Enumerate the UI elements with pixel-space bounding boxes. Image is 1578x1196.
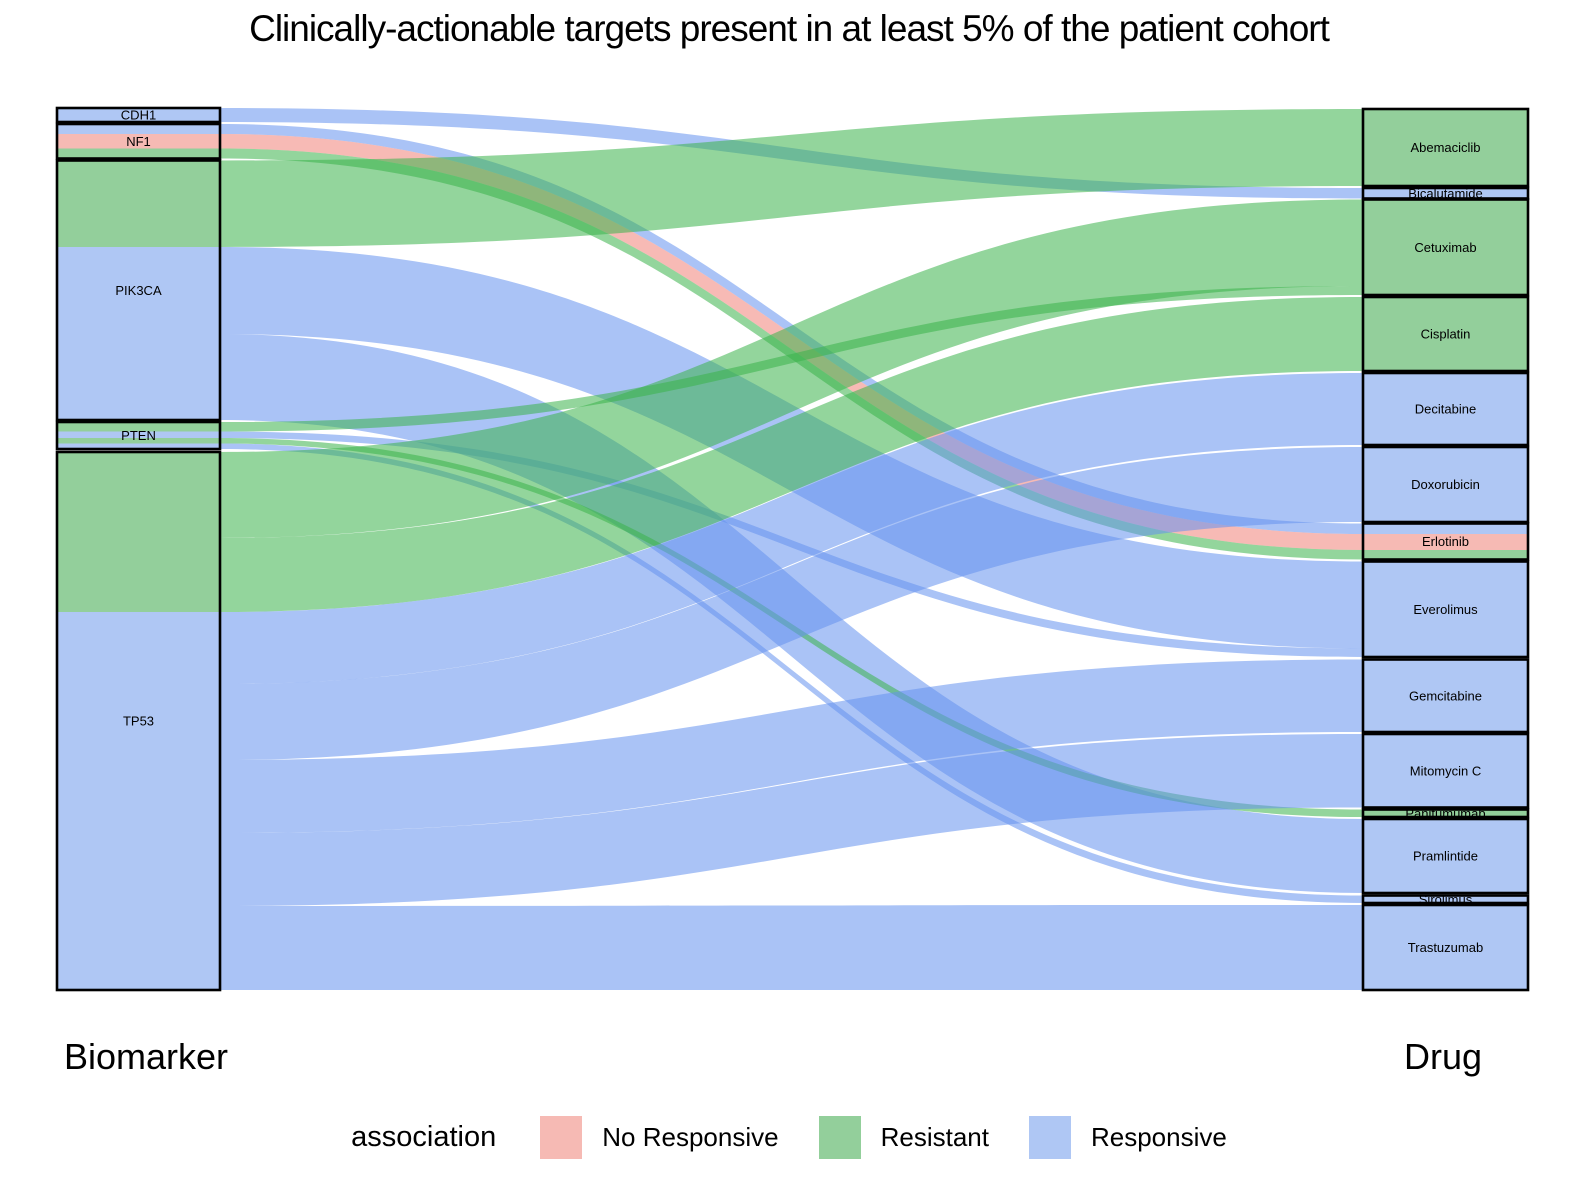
left-axis-label: Biomarker <box>64 1036 229 1077</box>
node-segment-Everolimus-0 <box>1363 561 1528 657</box>
node-label-CDH1: CDH1 <box>121 108 156 123</box>
node-label-Bicalutamide: Bicalutamide <box>1408 186 1482 201</box>
node-segment-Mitomycin-C-0 <box>1363 734 1528 808</box>
node-drug-Everolimus <box>1361 560 1530 659</box>
flow-TP53-Trastuzumab <box>220 905 1363 990</box>
responsive-swatch <box>1028 1116 1071 1159</box>
right-axis-label: Drug <box>1404 1036 1483 1077</box>
node-segment-Trastuzumab-0 <box>1363 905 1528 990</box>
node-segment-Sirolimus-0 <box>1363 895 1528 903</box>
legend-item-responsive: Responsive <box>1028 1116 1227 1159</box>
node-segment-TP53-0 <box>57 452 220 612</box>
node-segment-PIK3CA-0 <box>57 160 220 247</box>
node-segment-PTEN-1 <box>57 431 220 438</box>
node-biomarker-PTEN <box>55 420 222 451</box>
flow-TP53-Mitomycin-C <box>220 734 1363 906</box>
node-drug-Decitabine <box>1361 371 1530 447</box>
node-segment-Decitabine-0 <box>1363 373 1528 445</box>
flow-PTEN-Sirolimus <box>220 443 1363 903</box>
node-segment-Bicalutamide-0 <box>1363 188 1528 199</box>
node-segment-PTEN-2 <box>57 438 220 444</box>
node-label-Everolimus: Everolimus <box>1413 602 1478 617</box>
node-segment-PIK3CA-1 <box>57 247 220 420</box>
node-drug-Doxorubicin <box>1361 445 1530 524</box>
legend-title: association <box>351 1121 497 1153</box>
node-biomarker-CDH1 <box>55 106 222 124</box>
node-label-PTEN: PTEN <box>121 428 156 443</box>
node-label-Mitomycin-C: Mitomycin C <box>1410 763 1482 778</box>
node-label-Cisplatin: Cisplatin <box>1421 327 1471 342</box>
node-drug-Panitumumab <box>1361 808 1530 819</box>
node-label-Panitumumab: Panitumumab <box>1405 806 1485 821</box>
node-label-PIK3CA: PIK3CA <box>115 283 162 298</box>
node-label-Trastuzumab: Trastuzumab <box>1408 940 1483 955</box>
legend: association No Responsive Resistant Resp… <box>0 1116 1578 1159</box>
flow-TP53-Decitabine <box>220 373 1363 684</box>
node-drug-Pramlintide <box>1361 817 1530 895</box>
legend-item-no-responsive: No Responsive <box>540 1116 779 1159</box>
node-biomarker-TP53 <box>55 450 222 992</box>
flow-TP53-Gemcitabine <box>220 659 1363 833</box>
node-label-Abemaciclib: Abemaciclib <box>1410 140 1480 155</box>
node-segment-CDH1-0 <box>57 108 220 122</box>
flow-PIK3CA-Abemaciclib <box>220 109 1363 247</box>
responsive-label: Responsive <box>1090 1122 1227 1152</box>
no-responsive-label: No Responsive <box>602 1122 779 1152</box>
node-label-Pramlintide: Pramlintide <box>1413 849 1478 864</box>
node-segment-Abemaciclib-0 <box>1363 109 1528 186</box>
node-drug-Erlotinib <box>1361 522 1530 561</box>
node-segment-Erlotinib-1 <box>1363 534 1528 550</box>
node-drug-Trastuzumab <box>1361 903 1530 992</box>
node-label-Gemcitabine: Gemcitabine <box>1409 688 1482 703</box>
node-drug-Cetuximab <box>1361 198 1530 297</box>
node-segment-Panitumumab-0 <box>1363 809 1528 817</box>
flow-TP53-Doxorubicin <box>220 447 1363 760</box>
node-segment-NF1-0 <box>57 124 220 134</box>
node-label-NF1: NF1 <box>126 134 151 149</box>
node-drug-Sirolimus <box>1361 894 1530 905</box>
node-biomarker-NF1 <box>55 122 222 160</box>
node-label-Cetuximab: Cetuximab <box>1414 240 1476 255</box>
flow-TP53-Cetuximab <box>220 199 1363 538</box>
node-drug-Gemcitabine <box>1361 658 1530 734</box>
node-drug-Abemaciclib <box>1361 107 1530 188</box>
node-segment-PTEN-3 <box>57 443 220 449</box>
no-responsive-swatch <box>540 1116 583 1159</box>
node-segment-PTEN-0 <box>57 422 220 432</box>
node-label-Sirolimus: Sirolimus <box>1419 892 1473 907</box>
node-segment-Cisplatin-0 <box>1363 297 1528 371</box>
node-label-TP53: TP53 <box>123 714 154 729</box>
node-segment-Gemcitabine-0 <box>1363 659 1528 732</box>
node-segment-Pramlintide-0 <box>1363 819 1528 893</box>
chart-title: Clinically-actionable targets present in… <box>249 8 1330 49</box>
flow-TP53-Cisplatin <box>220 297 1363 612</box>
node-drug-Mitomycin-C <box>1361 732 1530 809</box>
node-segment-Erlotinib-0 <box>1363 523 1528 534</box>
resistant-label: Resistant <box>880 1122 989 1152</box>
node-segment-Cetuximab-0 <box>1363 199 1528 295</box>
node-segment-TP53-1 <box>57 612 220 990</box>
node-segment-Erlotinib-2 <box>1363 550 1528 560</box>
node-segment-NF1-2 <box>57 148 220 159</box>
resistant-swatch <box>818 1116 861 1159</box>
legend-item-resistant: Resistant <box>818 1116 989 1159</box>
node-label-Doxorubicin: Doxorubicin <box>1411 477 1480 492</box>
node-label-Erlotinib: Erlotinib <box>1422 534 1469 549</box>
node-label-Decitabine: Decitabine <box>1415 402 1476 417</box>
node-biomarker-PIK3CA <box>55 159 222 422</box>
node-segment-NF1-1 <box>57 134 220 149</box>
node-segment-Doxorubicin-0 <box>1363 447 1528 522</box>
node-drug-Cisplatin <box>1361 295 1530 373</box>
